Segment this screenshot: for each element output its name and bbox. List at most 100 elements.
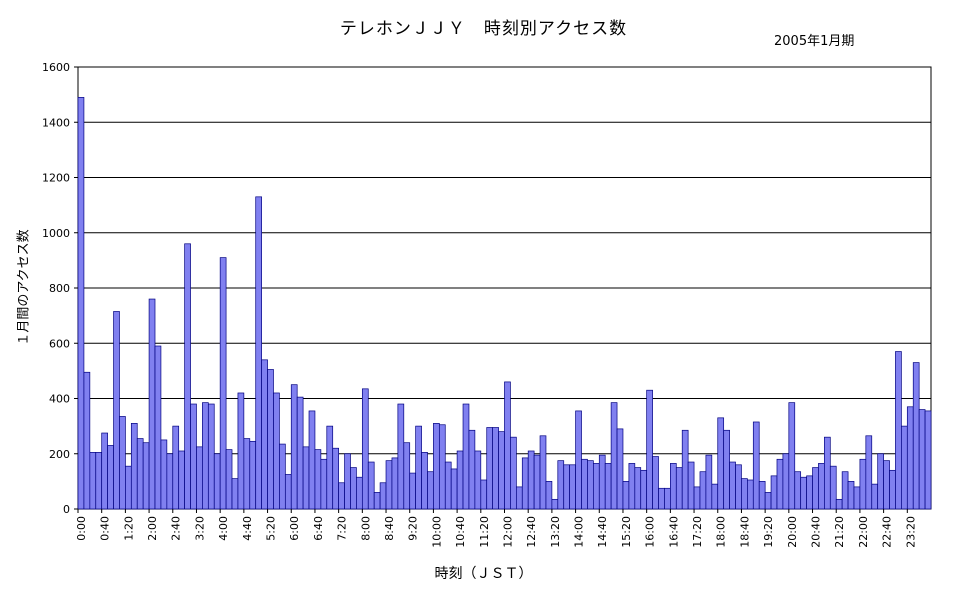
x-tick-label: 2:40 xyxy=(170,516,183,541)
bar xyxy=(249,440,257,510)
bar xyxy=(841,471,849,510)
bar xyxy=(812,467,819,510)
bar xyxy=(190,403,197,510)
bar xyxy=(474,450,482,510)
bar xyxy=(267,369,274,510)
bar xyxy=(575,410,582,510)
bar xyxy=(415,425,422,510)
bar xyxy=(480,479,488,510)
y-tick-label: 1600 xyxy=(42,61,70,74)
bar xyxy=(758,481,766,510)
bar xyxy=(581,458,588,510)
bar xyxy=(829,465,837,510)
bar xyxy=(136,438,144,510)
bar xyxy=(681,429,689,510)
bar xyxy=(622,481,630,510)
bar xyxy=(403,442,411,510)
bar xyxy=(468,429,476,510)
bar xyxy=(166,453,174,510)
bar xyxy=(741,478,748,510)
bar xyxy=(504,381,511,510)
bar xyxy=(332,447,339,510)
bar xyxy=(646,389,653,510)
bar xyxy=(83,371,91,510)
bar xyxy=(652,456,659,510)
x-tick-label: 18:00 xyxy=(715,516,728,548)
bar xyxy=(563,464,571,510)
bar xyxy=(539,435,547,510)
bars xyxy=(77,97,932,510)
x-tick-label: 13:20 xyxy=(549,516,562,548)
x-tick-label: 0:40 xyxy=(99,516,112,541)
x-tick-label: 2:00 xyxy=(146,516,159,541)
x-tick-label: 22:00 xyxy=(857,516,870,548)
bar xyxy=(397,403,405,510)
bar xyxy=(634,467,642,510)
x-tick-label: 4:00 xyxy=(217,516,230,541)
x-tick-label: 8:00 xyxy=(359,516,372,541)
bar xyxy=(883,460,890,510)
bar xyxy=(148,298,156,510)
bar xyxy=(290,384,298,510)
bar xyxy=(202,402,209,510)
bar xyxy=(196,446,203,510)
bar xyxy=(877,453,884,510)
bar xyxy=(172,425,180,510)
bar xyxy=(889,469,896,510)
x-tick-label: 19:20 xyxy=(762,516,775,548)
bar xyxy=(95,452,103,510)
y-tick-label: 0 xyxy=(63,503,70,516)
bar xyxy=(794,471,802,510)
x-tick-label: 22:40 xyxy=(881,516,894,548)
bar xyxy=(231,478,239,510)
bar xyxy=(130,423,138,510)
bar xyxy=(545,481,553,510)
x-tick-label: 15:20 xyxy=(620,516,633,548)
x-tick-label: 1:20 xyxy=(122,516,135,541)
bar xyxy=(314,449,322,510)
bar xyxy=(569,464,576,510)
bar xyxy=(717,417,725,510)
bar xyxy=(142,442,150,510)
bar xyxy=(213,453,221,510)
x-tick-label: 18:40 xyxy=(738,516,751,548)
bar xyxy=(385,460,393,510)
bar xyxy=(788,402,796,510)
bar xyxy=(225,449,233,510)
bar xyxy=(77,97,85,510)
x-tick-label: 8:40 xyxy=(383,516,396,541)
bar xyxy=(906,406,914,510)
bar xyxy=(373,492,381,510)
x-tick-label: 4:40 xyxy=(241,516,254,541)
bar xyxy=(456,450,464,510)
chart-subtitle: 2005年1月期 xyxy=(774,34,855,49)
y-tick-label: 1000 xyxy=(42,227,70,240)
x-tick-label: 12:40 xyxy=(525,516,538,548)
bar xyxy=(178,450,185,510)
x-tick-label: 14:00 xyxy=(573,516,586,548)
bar xyxy=(557,460,565,510)
y-ticks: 0 200 400 600 800 1000 1200 1400 1600 xyxy=(42,61,78,516)
bar xyxy=(338,482,345,510)
bar xyxy=(421,452,428,510)
x-tick-label: 20:40 xyxy=(809,516,822,548)
bar xyxy=(752,421,760,510)
bar xyxy=(693,486,701,510)
bar xyxy=(510,436,517,510)
bar xyxy=(284,474,292,510)
x-ticks: 0:00 0:40 1:20 2:00 2:40 3:20 4:00 4:40 5:20 6:00… xyxy=(75,509,917,548)
x-tick-label: 21:20 xyxy=(833,516,846,548)
bar xyxy=(782,453,790,510)
x-tick-label: 9:20 xyxy=(407,516,420,541)
bar xyxy=(729,461,736,510)
bar xyxy=(675,467,683,510)
bar xyxy=(723,429,730,510)
bar xyxy=(901,425,908,510)
bar xyxy=(207,403,215,510)
x-tick-label: 3:20 xyxy=(193,516,206,541)
bar xyxy=(261,359,268,510)
bar xyxy=(498,431,505,510)
bar xyxy=(847,481,855,510)
y-tick-label: 400 xyxy=(49,393,70,406)
y-tick-label: 600 xyxy=(49,337,70,350)
